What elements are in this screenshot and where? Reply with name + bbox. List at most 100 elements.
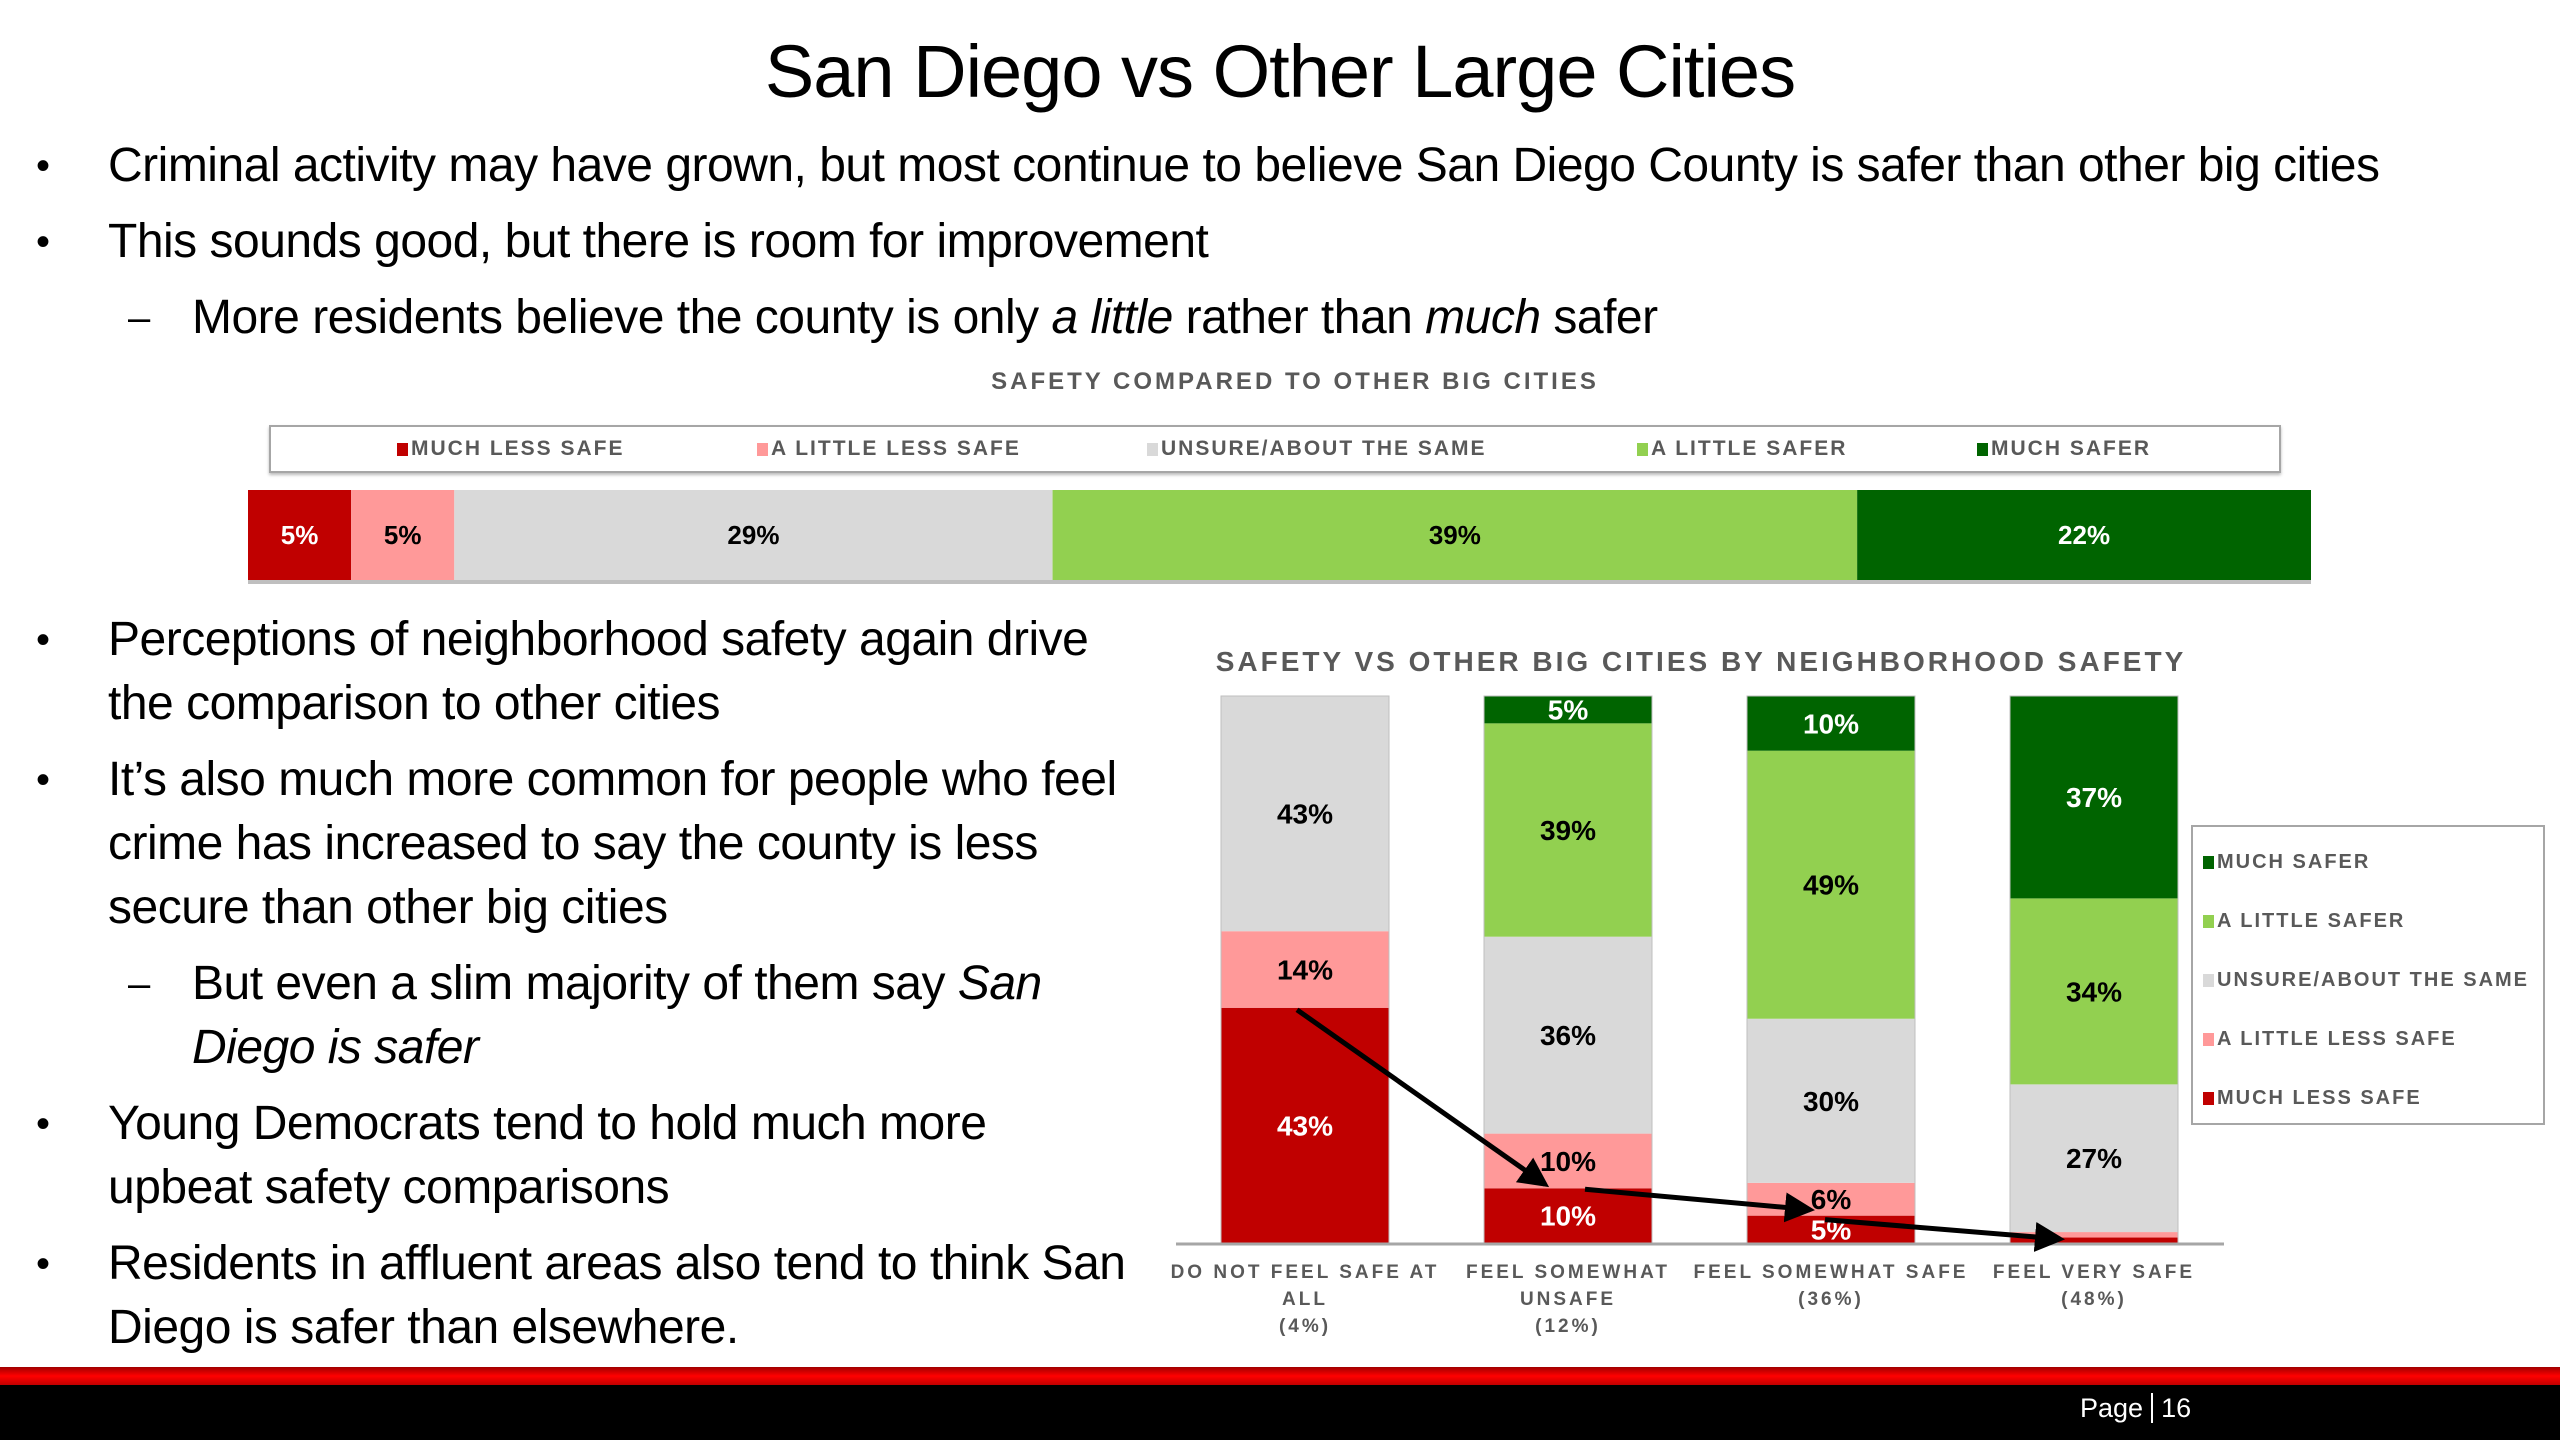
legend-label: MUCH SAFER	[2217, 851, 2371, 873]
data-label: 14%	[1277, 955, 1333, 986]
legend-item: A LITTLE LESS SAFE	[757, 437, 1021, 461]
page-number-value: 16	[2161, 1393, 2192, 1423]
bullet-text: Perceptions of neighborhood safety again…	[108, 613, 1089, 730]
bullet-glyph: •	[36, 1242, 50, 1286]
legend-swatch	[757, 443, 768, 456]
data-label: 39%	[1540, 815, 1596, 846]
x-tick-label: FEEL SOMEWHAT SAFE	[1694, 1262, 1969, 1283]
legend-label: MUCH LESS SAFE	[2217, 1087, 2422, 1109]
data-label: 39%	[1429, 520, 1481, 550]
legend-label: A LITTLE SAFER	[2217, 910, 2406, 932]
data-label: 5%	[1548, 695, 1589, 726]
legend-swatch	[2203, 974, 2214, 987]
chart1-title: SAFETY COMPARED TO OTHER BIG CITIES	[991, 368, 1599, 395]
bullet-text: Residents in affluent areas also tend to…	[108, 1237, 1126, 1354]
bar-shadow	[248, 580, 2311, 584]
legend-item: MUCH SAFER	[2203, 851, 2370, 874]
bar-segment	[1857, 490, 2311, 580]
legend-label: A LITTLE LESS SAFE	[771, 437, 1021, 460]
sub-bullet-item: – More residents believe the county is o…	[36, 280, 2536, 356]
bullet-item: • Perceptions of neighborhood safety aga…	[36, 608, 1126, 736]
legend-label: A LITTLE SAFER	[1651, 437, 1848, 460]
bullet-item: • Residents in affluent areas also tend …	[36, 1232, 1126, 1360]
bar-segment	[2010, 1084, 2178, 1233]
bar-segment	[1747, 1018, 1915, 1183]
bar-segment	[454, 490, 1053, 580]
data-label: 43%	[1277, 1110, 1333, 1141]
sub-bullet-text: But even a slim majority of them say San…	[192, 952, 1126, 1080]
left-bullet-list: • Perceptions of neighborhood safety aga…	[36, 608, 1126, 1372]
page-label: Page	[2080, 1393, 2144, 1423]
data-label: 10%	[1540, 1201, 1596, 1232]
x-tick-label: (12%)	[1535, 1316, 1601, 1337]
bullet-text: Young Democrats tend to hold much more u…	[108, 1097, 987, 1214]
text-run: More residents believe the county is onl…	[192, 291, 1052, 344]
sub-bullet-glyph: –	[128, 296, 150, 340]
bar-segment	[1484, 696, 1652, 724]
data-label: 22%	[2058, 520, 2110, 550]
sub-bullet-text: More residents believe the county is onl…	[192, 280, 2536, 356]
bullet-glyph: •	[36, 618, 50, 662]
x-tick-label: (4%)	[1279, 1316, 1331, 1337]
data-label: 37%	[2066, 782, 2122, 813]
bullet-glyph: •	[36, 220, 50, 264]
bullet-item: • Criminal activity may have grown, but …	[36, 128, 2536, 204]
data-label: 27%	[2066, 1143, 2122, 1174]
bar-segment	[2010, 898, 2178, 1085]
x-tick-label: FEEL SOMEWHAT	[1466, 1262, 1670, 1283]
legend-item: UNSURE/ABOUT THE SAME	[2203, 969, 2529, 992]
bullet-glyph: •	[36, 144, 50, 188]
legend-swatch	[2203, 1092, 2214, 1105]
x-tick-label: (36%)	[1798, 1289, 1864, 1310]
data-label: 5%	[384, 520, 422, 550]
bar-segment	[1484, 936, 1652, 1134]
legend-swatch	[1977, 443, 1988, 456]
legend-item: MUCH LESS SAFE	[2203, 1087, 2422, 1110]
footer-bar	[0, 1385, 2560, 1440]
emphasis-text: San Diego is safer	[192, 957, 1042, 1074]
data-label: 43%	[1277, 799, 1333, 830]
legend-swatch	[397, 443, 408, 456]
bar-segment	[1484, 723, 1652, 937]
legend-item: A LITTLE SAFER	[2203, 910, 2405, 933]
legend-swatch	[2203, 915, 2214, 928]
sub-bullet-item: – But even a slim majority of them say S…	[36, 952, 1126, 1080]
data-label: 10%	[1803, 708, 1859, 739]
legend-label: UNSURE/ABOUT THE SAME	[2217, 969, 2530, 991]
bar-segment	[1484, 1188, 1652, 1243]
page-number: Page 16	[2080, 1393, 2191, 1424]
legend-item: A LITTLE LESS SAFE	[2203, 1028, 2457, 1051]
bullet-text: It’s also much more common for people wh…	[108, 753, 1117, 934]
text-run: But even a slim majority of them say	[192, 957, 958, 1010]
bar-segment	[248, 490, 352, 580]
bullet-text: Criminal activity may have grown, but mo…	[108, 139, 2380, 192]
data-label: 6%	[1811, 1184, 1852, 1215]
bar-segment	[1747, 750, 1915, 1019]
data-label: 49%	[1803, 870, 1859, 901]
bar-segment	[2010, 696, 2178, 899]
legend-label: A LITTLE LESS SAFE	[2217, 1028, 2457, 1050]
bullet-item: • This sounds good, but there is room fo…	[36, 204, 2536, 280]
bar-segment	[1747, 1182, 1915, 1216]
legend-item: A LITTLE SAFER	[1637, 437, 1847, 461]
bar-segment	[351, 490, 455, 580]
data-label: 29%	[727, 520, 779, 550]
data-label: 36%	[1540, 1020, 1596, 1051]
x-tick-label: ALL	[1282, 1289, 1328, 1310]
chart2-legend: MUCH SAFER A LITTLE SAFER UNSURE/ABOUT T…	[2191, 825, 2545, 1125]
bar-segment	[2010, 1237, 2178, 1243]
bullet-glyph: •	[36, 758, 50, 802]
bar-segment	[1221, 696, 1389, 932]
page-separator	[2151, 1393, 2154, 1423]
trend-arrow	[1584, 1186, 1815, 1223]
data-label: 30%	[1803, 1086, 1859, 1117]
sub-bullet-glyph: –	[128, 962, 150, 1006]
x-tick-label: UNSAFE	[1520, 1289, 1616, 1310]
bullet-item: • Young Democrats tend to hold much more…	[36, 1092, 1126, 1220]
bar-segment	[1221, 931, 1389, 1008]
legend-swatch	[1637, 443, 1648, 456]
emphasis-text: much	[1425, 291, 1541, 344]
bar-segment	[2010, 1232, 2178, 1238]
bullet-item: • It’s also much more common for people …	[36, 748, 1126, 940]
